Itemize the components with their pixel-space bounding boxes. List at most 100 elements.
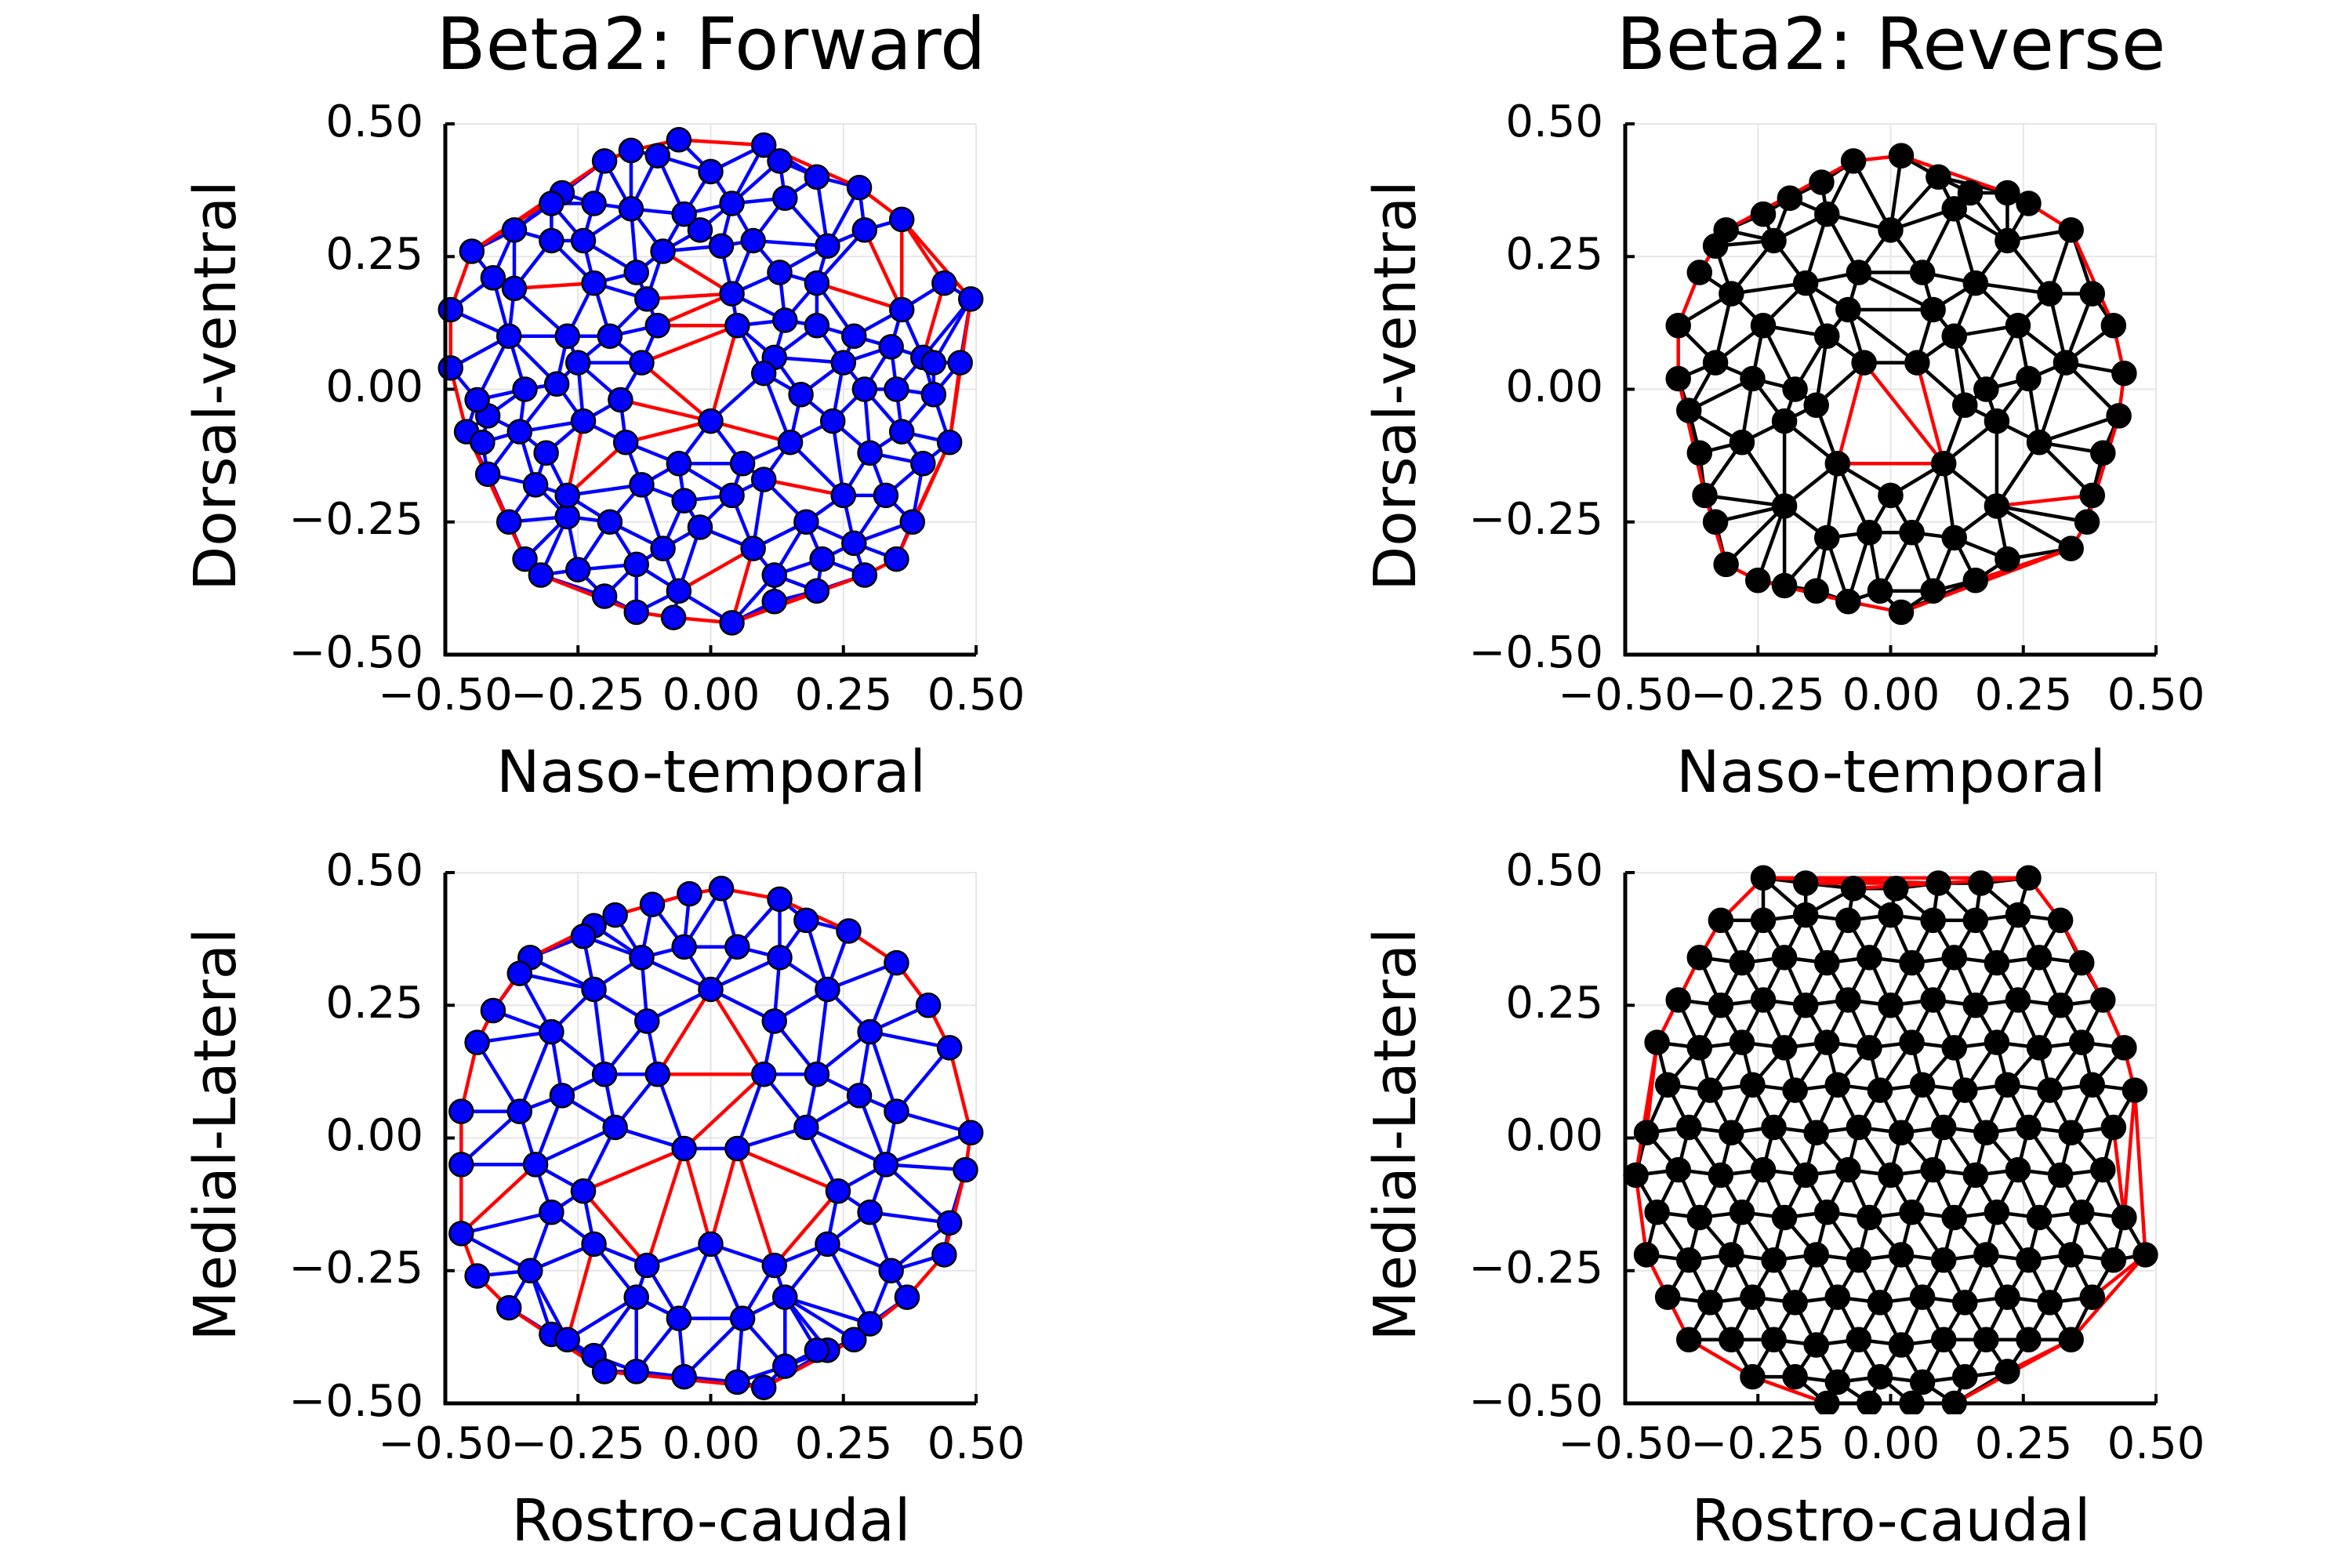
mesh-edge [735, 1073, 766, 1151]
data-point [1729, 429, 1755, 456]
x-tick-label: −0.25 [510, 1418, 645, 1469]
y-tick-label: 0.00 [325, 361, 423, 412]
mesh-edge-boundary [682, 1073, 766, 1151]
data-point [1771, 1204, 1798, 1231]
data-point [1888, 143, 1915, 169]
data-point [772, 185, 798, 212]
mesh-edge-boundary [815, 281, 904, 312]
data-point [581, 270, 607, 296]
data-point [1973, 376, 1999, 402]
data-point [570, 408, 597, 434]
data-point [777, 429, 804, 456]
data-point [2026, 429, 2053, 456]
data-point [464, 1029, 490, 1055]
mesh-edge-boundary [772, 1189, 840, 1268]
data-point [1920, 1156, 1946, 1183]
data-point [2016, 191, 2042, 216]
data-point [1984, 408, 2010, 434]
data-point [846, 174, 873, 201]
mesh-edge-boundary [565, 1242, 596, 1342]
data-point [1686, 440, 1713, 466]
data-point [1994, 1072, 2020, 1098]
data-point [1803, 1242, 1829, 1268]
data-point [761, 562, 787, 588]
mesh-edge [1952, 207, 1978, 285]
data-point [2079, 482, 2106, 509]
data-point [1740, 1284, 1766, 1310]
mesh-edge [804, 1125, 888, 1167]
data-point [623, 599, 649, 626]
data-point [464, 387, 490, 413]
mesh-edge-boundary [655, 987, 713, 1076]
data-point [2074, 509, 2100, 535]
data-point [2100, 313, 2127, 339]
data-point [1888, 1332, 1915, 1358]
data-point [1930, 451, 1957, 477]
data-point [1878, 217, 1904, 243]
mesh-edge [565, 1295, 638, 1342]
data-point [1835, 907, 1861, 934]
data-point [888, 206, 915, 233]
data-point [1809, 169, 1835, 195]
y-tick-label: 0.25 [325, 229, 423, 280]
data-point [2016, 1327, 2042, 1353]
data-point [644, 1062, 671, 1087]
data-point [634, 1252, 660, 1279]
data-point [1771, 493, 1798, 519]
data-point [1973, 1242, 1999, 1268]
data-point [698, 1231, 724, 1258]
data-point [915, 993, 942, 1018]
data-point [2058, 217, 2084, 243]
mesh-edge-boundary [645, 292, 734, 301]
data-point [629, 350, 655, 376]
data-point [602, 902, 628, 928]
mesh-edge-boundary [1835, 361, 1866, 466]
data-point [729, 1305, 756, 1331]
data-point [2132, 1242, 2158, 1268]
mesh-edge-boundary [565, 440, 628, 498]
data-point [1878, 902, 1904, 928]
data-point [623, 260, 649, 285]
y-tick-label: −0.25 [289, 494, 423, 545]
data-point [1729, 949, 1755, 976]
data-point [767, 148, 793, 174]
mesh-edge [1846, 307, 1919, 365]
mesh-edge [783, 1295, 872, 1326]
x-axis-label: Naso-temporal [1676, 739, 2106, 806]
data-point [1846, 260, 1872, 285]
data-point [671, 488, 697, 514]
data-point [698, 408, 724, 434]
x-ticks: −0.50 −0.25 0.00 0.25 0.50 [378, 670, 1025, 720]
data-point [660, 604, 687, 630]
data-point [1697, 1290, 1723, 1316]
data-point [1952, 1290, 1978, 1316]
data-point [581, 976, 607, 1003]
data-point [1814, 201, 1840, 227]
mesh-edge [2037, 361, 2068, 445]
data-point [1814, 524, 1840, 551]
data-point [1835, 987, 1861, 1013]
data-point [2047, 907, 2074, 934]
mesh-edge [1756, 504, 1787, 583]
data-point [1888, 599, 1915, 626]
data-point [1713, 551, 1739, 578]
data-point [772, 307, 798, 333]
data-point [629, 945, 655, 971]
data-point [1920, 987, 1946, 1013]
data-point [761, 1252, 787, 1279]
data-point [671, 201, 697, 227]
mesh-edge [895, 1046, 952, 1113]
data-point [495, 1294, 522, 1321]
data-point [2079, 1072, 2106, 1098]
axes [1623, 871, 2158, 1406]
panel-title: Beta2: Forward [437, 2, 986, 86]
mesh-edge [459, 1109, 522, 1167]
y-tick-label: 0.00 [325, 1110, 423, 1161]
data-point [1957, 180, 1984, 206]
data-point [724, 313, 750, 339]
x-tick-label: 0.25 [1975, 1418, 2073, 1469]
data-point [634, 286, 660, 312]
data-point [750, 1062, 777, 1087]
data-point [634, 1008, 660, 1034]
data-point [1962, 1162, 1989, 1189]
